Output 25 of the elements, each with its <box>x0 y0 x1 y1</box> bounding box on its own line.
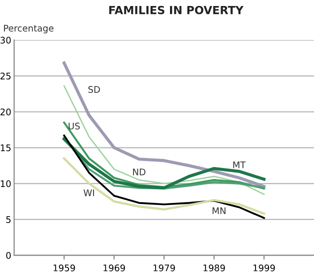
y-tick-label: 15 <box>0 144 11 152</box>
y-tick-label: 0 <box>6 252 11 259</box>
x-tick-label: 1969 <box>104 264 125 272</box>
chart-title: FAMILIES IN POVERTY <box>109 6 244 14</box>
y-tick-label: 30 <box>0 36 11 44</box>
line-series <box>63 134 265 219</box>
line-series <box>63 85 265 195</box>
x-tick-label: 1959 <box>54 264 75 272</box>
y-tick-label: 5 <box>6 216 11 223</box>
series-label: MN <box>212 207 226 214</box>
x-tick-label: 1979 <box>154 264 175 272</box>
line-series <box>62 61 266 188</box>
series-label: US <box>68 122 80 130</box>
series-label: ND <box>133 168 146 176</box>
y-tick-label: 25 <box>0 72 11 80</box>
y-axis-title: Percentage <box>4 24 54 34</box>
series-label: WI <box>84 189 94 196</box>
line-series <box>63 157 266 215</box>
line-series <box>63 122 265 190</box>
x-tick-label: 1999 <box>254 264 275 272</box>
x-tick-label: 1989 <box>204 264 225 272</box>
y-tick-label: 10 <box>0 180 11 188</box>
y-tick-label: 20 <box>0 108 11 116</box>
series-label: MT <box>233 162 246 168</box>
series-label: SD <box>88 86 100 93</box>
